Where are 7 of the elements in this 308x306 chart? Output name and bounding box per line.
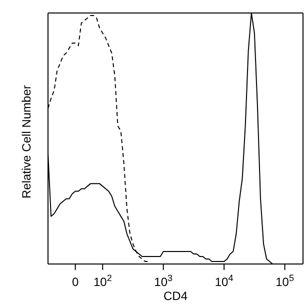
- x-tick-label: 10$^{4}$: [214, 273, 234, 289]
- x-axis-title: CD4: [163, 289, 188, 303]
- x-tick-label: 10$^{5}$: [276, 273, 294, 289]
- x-tick-label: 10$^{3}$: [154, 273, 173, 289]
- x-tick-label: 0: [72, 275, 79, 289]
- y-axis-title: Relative Cell Number: [19, 85, 34, 198]
- x-tick-label: 10$^{2}$: [93, 273, 112, 289]
